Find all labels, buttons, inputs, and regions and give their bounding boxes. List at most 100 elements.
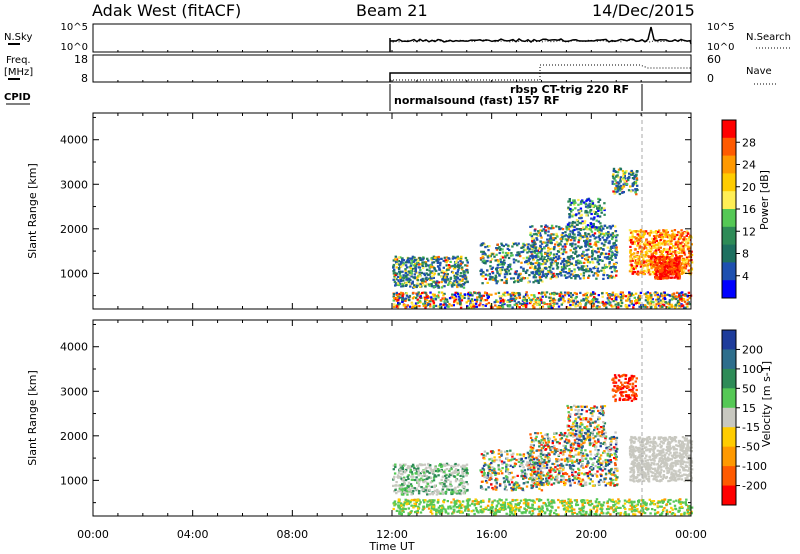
scatter-cell [428, 269, 431, 272]
scatter-cell [461, 296, 464, 299]
scatter-cell [580, 507, 584, 510]
scatter-cell [640, 304, 643, 307]
scatter-cell [642, 258, 645, 261]
scatter-cell [442, 507, 445, 510]
scatter-cell [628, 501, 631, 504]
scatter-cell [567, 263, 570, 266]
scatter-cell [449, 483, 452, 486]
scatter-cell [550, 276, 554, 279]
scatter-cell [596, 247, 600, 250]
scatter-cell [416, 279, 420, 282]
scatter-cell [630, 169, 633, 173]
scatter-cell [543, 260, 547, 263]
scatter-cell [498, 510, 501, 513]
cpid-panel: CPID normalsound (fast) 157 RF rbsp CT-t… [4, 83, 643, 111]
scatter-cell [481, 294, 484, 297]
scatter-cell [660, 301, 663, 304]
scatter-cell [565, 239, 569, 242]
scatter-cell [594, 297, 597, 301]
scatter-cell [426, 470, 429, 473]
scatter-cell [417, 505, 420, 508]
scatter-cell [445, 256, 449, 259]
scatter-cell [417, 485, 421, 488]
scatter-cell [432, 261, 436, 264]
scatter-cell [515, 302, 518, 305]
scatter-cell [466, 505, 469, 508]
scatter-cell [402, 464, 406, 467]
scatter-cell [685, 260, 688, 263]
scatter-cell [634, 183, 638, 186]
scatter-cell [392, 272, 396, 275]
scatter-cell [582, 299, 586, 302]
scatter-cell [687, 302, 690, 305]
scatter-cell [432, 257, 435, 260]
scatter-cell [557, 299, 561, 302]
scatter-cell [682, 250, 686, 253]
scatter-cell [453, 274, 456, 277]
scatter-cell [416, 298, 419, 301]
scatter-cell [580, 216, 583, 219]
scatter-cell [527, 260, 530, 263]
scatter-cell [422, 470, 425, 473]
scatter-cell [459, 306, 463, 309]
scatter-cell [674, 262, 677, 265]
scatter-cell [410, 257, 414, 260]
scatter-cell [571, 293, 575, 297]
scatter-cell [638, 294, 642, 297]
scatter-cell [551, 258, 554, 262]
scatter-cell [393, 303, 396, 306]
scatter-cell [430, 277, 433, 280]
scatter-cell [613, 182, 616, 186]
scatter-cell [652, 238, 656, 241]
scatter-cell [407, 481, 411, 484]
scatter-cell [514, 259, 518, 262]
scatter-cell [452, 282, 455, 285]
scatter-cell [672, 264, 675, 268]
scatter-cell [409, 267, 412, 270]
scatter-cell [446, 259, 449, 262]
scatter-cell [437, 506, 441, 509]
scatter-cell [424, 499, 427, 502]
scatter-cell [525, 299, 528, 302]
scatter-cell [544, 241, 547, 244]
scatter-cell [394, 258, 397, 261]
scatter-cell [412, 506, 415, 509]
scatter-cell [564, 238, 567, 241]
scatter-cell [544, 252, 547, 255]
scatter-cell [636, 259, 639, 262]
scatter-cell [439, 299, 443, 302]
scatter-cell [439, 261, 442, 264]
scatter-cell [494, 274, 497, 277]
scatter-cell [443, 498, 446, 502]
scatter-cell [475, 300, 478, 303]
scatter-cell [508, 300, 511, 303]
scatter-cell [673, 306, 677, 309]
scatter-cell [489, 303, 493, 306]
scatter-cell [461, 278, 464, 281]
scatter-cell [429, 271, 433, 274]
scatter-cell [656, 505, 659, 508]
scatter-cell [608, 250, 611, 253]
scatter-cell [419, 472, 422, 475]
scatter-cell [643, 245, 647, 248]
scatter-cell [655, 303, 658, 306]
scatter-cell [444, 491, 447, 494]
scatter-cell [597, 197, 600, 200]
scatter-cell [680, 501, 683, 504]
scatter-cell [394, 282, 398, 285]
scatter-cell [401, 294, 404, 298]
scatter-cell [643, 269, 646, 272]
scatter-cell [577, 209, 580, 212]
scatter-cell [596, 274, 599, 277]
scatter-cell [422, 291, 425, 294]
scatter-cell [671, 232, 675, 235]
scatter-cell [559, 501, 562, 504]
scatter-cell [552, 226, 555, 230]
scatter-cell [639, 228, 643, 232]
scatter-cell [552, 499, 555, 502]
scatter-cell [636, 252, 639, 255]
scatter-cell [673, 268, 677, 271]
scatter-cell [480, 269, 483, 273]
scatter-cell [465, 269, 468, 272]
